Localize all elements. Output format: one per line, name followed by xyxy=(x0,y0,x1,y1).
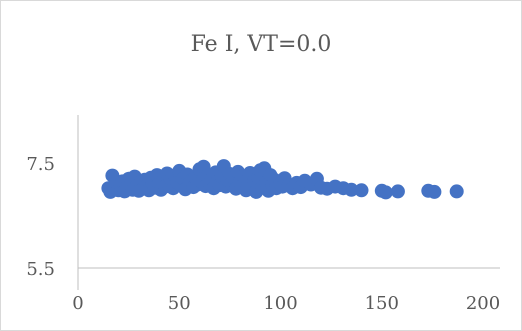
y-tick-label: 5.5 xyxy=(26,259,55,280)
tick-labels: 5.5 7.5 0 50 100 150 200 xyxy=(26,154,500,314)
data-point xyxy=(390,184,405,199)
x-tick-label: 200 xyxy=(466,293,500,314)
chart-title: Fe I, VT=0.0 xyxy=(190,32,332,57)
y-tick-label: 7.5 xyxy=(26,154,55,175)
x-tick-label: 0 xyxy=(72,293,83,314)
x-tick-label: 50 xyxy=(168,293,191,314)
x-tick-label: 150 xyxy=(365,293,399,314)
data-point xyxy=(378,185,393,200)
data-point xyxy=(427,184,442,199)
data-point xyxy=(344,182,359,197)
data-point xyxy=(449,184,464,199)
data-points xyxy=(101,159,464,200)
data-point xyxy=(354,183,369,198)
axes xyxy=(77,115,500,290)
x-tick-label: 100 xyxy=(263,293,297,314)
